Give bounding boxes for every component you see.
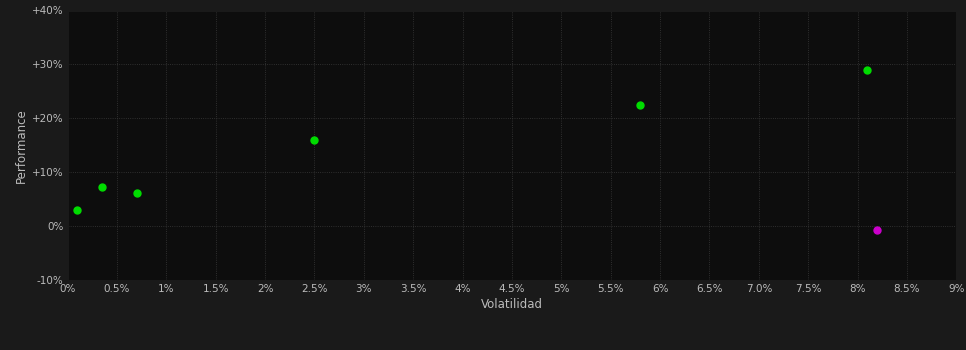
Point (129, 190, 145, 196)
Point (869, 228, 885, 233)
X-axis label: Volatilidad: Volatilidad (481, 298, 543, 312)
Point (633, 102, 648, 108)
Point (860, 67, 875, 72)
Point (307, 137, 323, 143)
Point (70, 207, 85, 213)
Point (95, 184, 110, 190)
Y-axis label: Performance: Performance (14, 108, 28, 183)
